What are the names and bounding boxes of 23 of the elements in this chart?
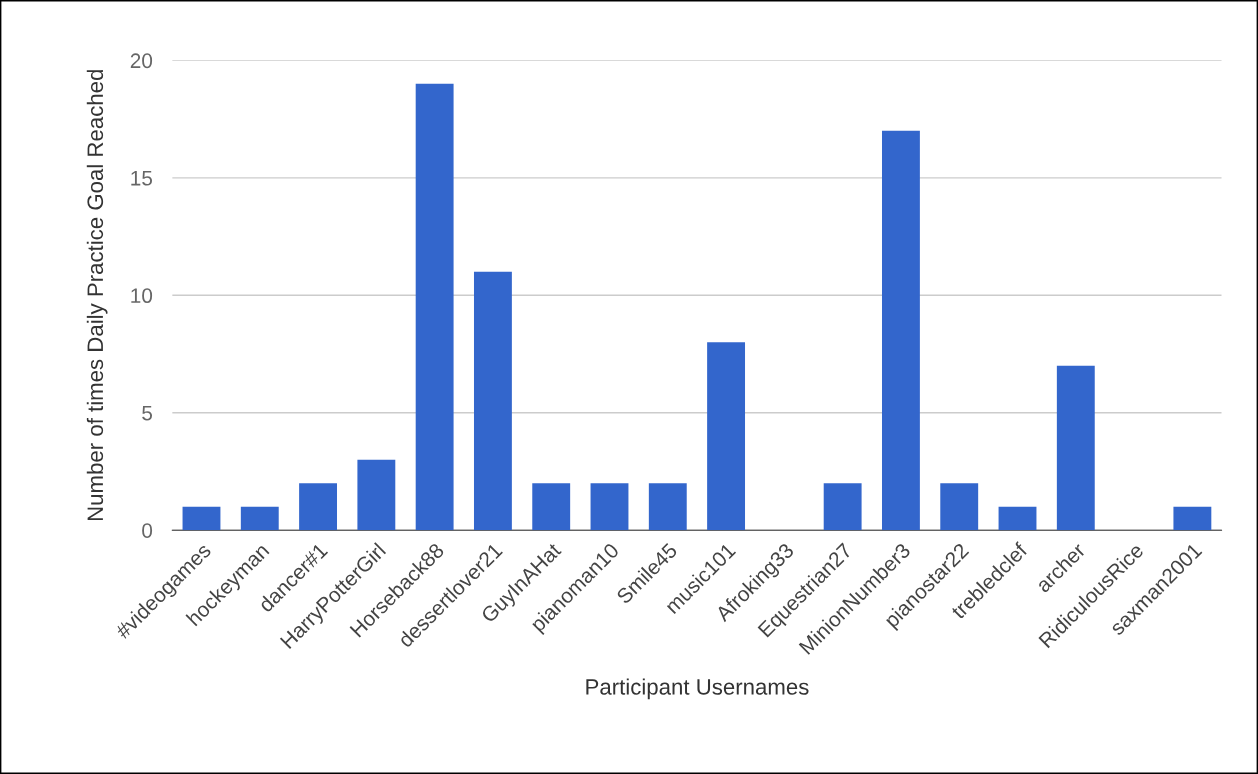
x-axis-title: Participant Usernames [586,678,809,700]
bar [1056,365,1095,531]
bar [881,130,920,531]
bar [357,459,396,531]
bar [823,483,862,531]
bar [473,271,512,531]
y-tick-label: 15 [131,171,153,186]
bar [940,483,979,531]
bar [998,506,1037,531]
bar [707,342,746,531]
y-axis-title: Number of times Daily Practice Goal Reached [86,70,108,521]
y-tick-label: 10 [131,288,153,304]
bar [1173,506,1212,531]
bar [532,483,571,531]
bar [648,483,687,531]
bar [182,506,221,531]
bar [415,83,454,531]
bar [299,483,338,531]
bar [240,506,279,531]
y-tick-label: 20 [130,53,153,69]
y-tick-label: 0 [142,523,153,538]
bar [590,483,629,531]
y-tick-label: 5 [142,405,153,421]
